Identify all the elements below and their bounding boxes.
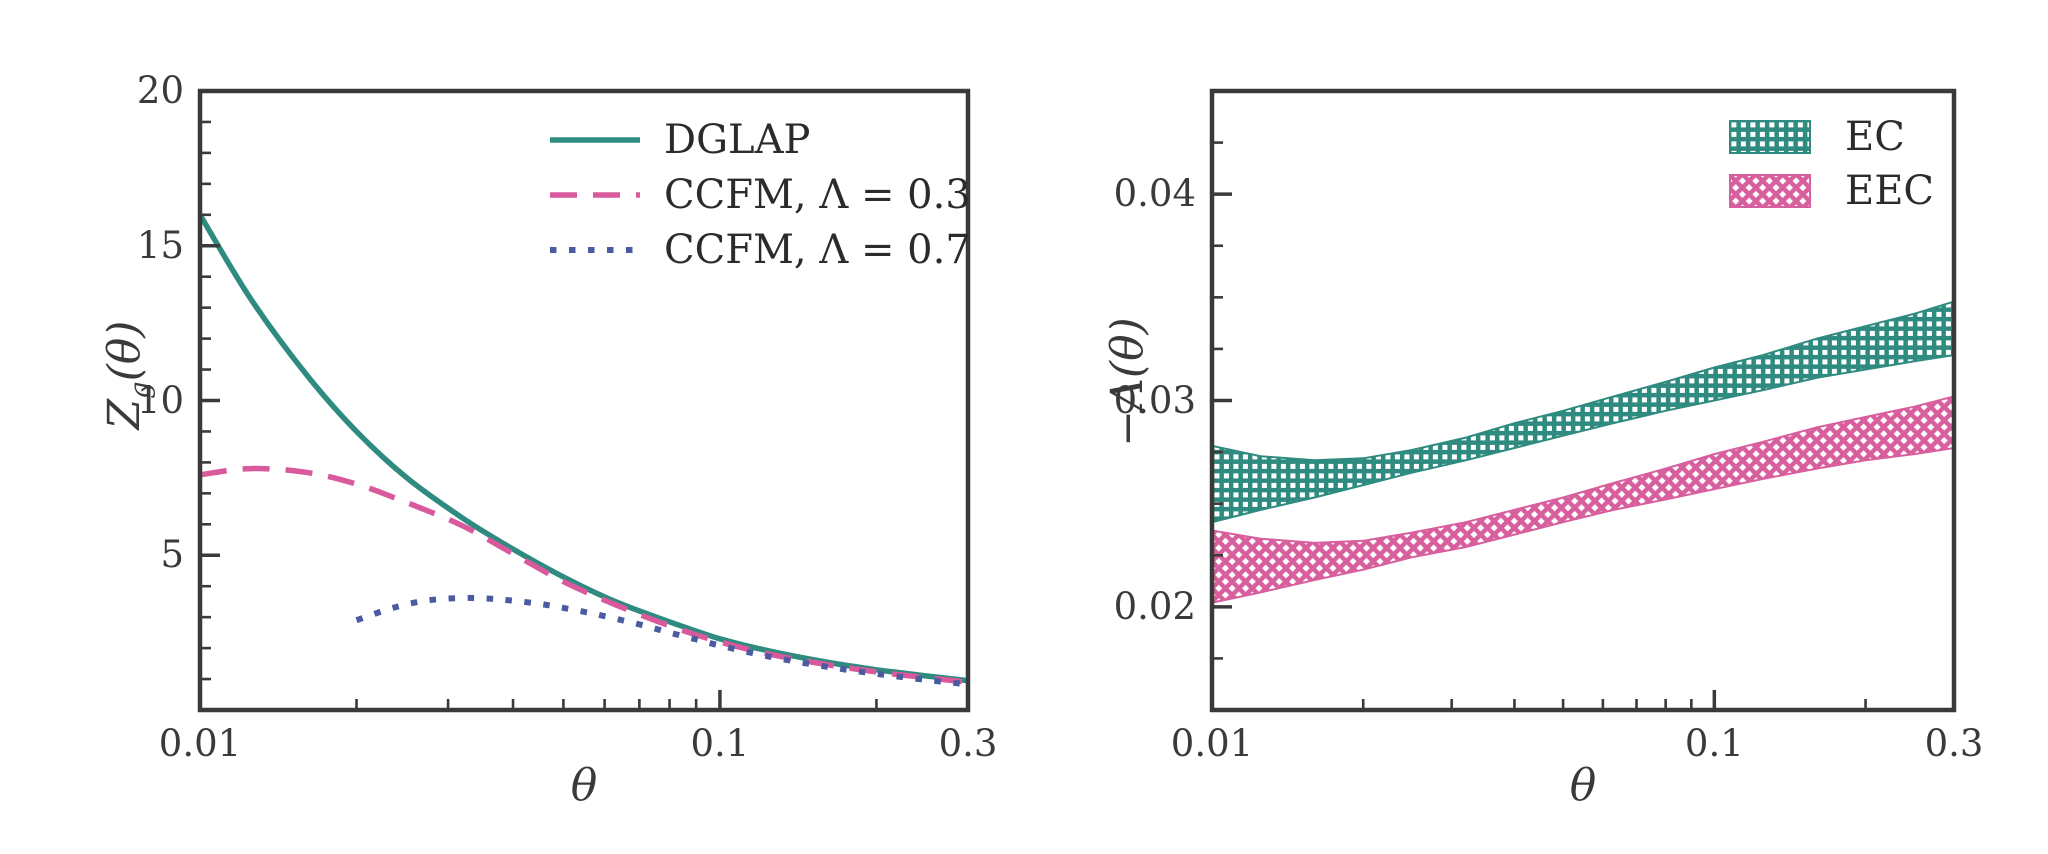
- y-tick-label: 0.03: [1113, 378, 1196, 422]
- x-tick-label: 0.1: [690, 722, 750, 765]
- ec-hatch-swatch: [1729, 120, 1811, 154]
- y-tick-label: 0.02: [1113, 584, 1196, 628]
- left-chart-area: [197, 88, 971, 713]
- series-line-2: [355, 594, 968, 688]
- y-tick-label: 5: [160, 533, 184, 577]
- plot-spines: [197, 88, 971, 713]
- y-tick-label: 20: [136, 69, 184, 112]
- series-line-0: [200, 213, 968, 684]
- legend-label: CCFM, Λ = 0.7: [664, 226, 971, 273]
- x-tick-label: 0.3: [938, 722, 998, 765]
- axis-ticks: [198, 89, 970, 708]
- ec-band: [1212, 300, 1954, 524]
- x-tick-label: 0.01: [1170, 722, 1254, 765]
- legend-label: EC: [1845, 114, 1905, 160]
- legend-item-ccfm-03: CCFM, Λ = 0.3: [548, 167, 971, 222]
- legend-item-ccfm-07: CCFM, Λ = 0.7: [548, 222, 971, 277]
- ccfm-03-line-swatch: [550, 191, 640, 198]
- ylabel-rest: (θ): [1102, 317, 1153, 379]
- legend-label: EEC: [1845, 168, 1935, 214]
- series-line-1: [200, 465, 968, 685]
- right-x-axis-label: θ: [1569, 760, 1597, 811]
- legend-item-ec: EC: [1729, 110, 1934, 164]
- y-tick-label: 10: [136, 378, 184, 422]
- eec-hatch-swatch: [1729, 174, 1811, 208]
- legend-label: DGLAP: [664, 116, 811, 163]
- left-legend: DGLAP CCFM, Λ = 0.3 CCFM, Λ = 0.7: [548, 112, 971, 277]
- x-tick-label: 0.3: [1924, 722, 1984, 765]
- legend-item-dglap: DGLAP: [548, 112, 971, 167]
- y-tick-label: 0.04: [1113, 172, 1196, 216]
- legend-item-eec: EEC: [1729, 164, 1934, 218]
- right-legend: EC EEC: [1729, 110, 1934, 218]
- left-x-axis-label: θ: [570, 760, 598, 811]
- axis-ticks: [1210, 141, 1956, 708]
- y-tick-label: 15: [136, 223, 184, 267]
- plot-spines: [1209, 88, 1957, 713]
- eec-band: [1212, 395, 1954, 604]
- x-tick-label: 0.01: [158, 722, 242, 765]
- x-tick-label: 0.1: [1684, 722, 1744, 765]
- dglap-line-swatch: [550, 136, 640, 143]
- right-chart-area: [1209, 88, 1957, 713]
- legend-label: CCFM, Λ = 0.3: [664, 171, 971, 218]
